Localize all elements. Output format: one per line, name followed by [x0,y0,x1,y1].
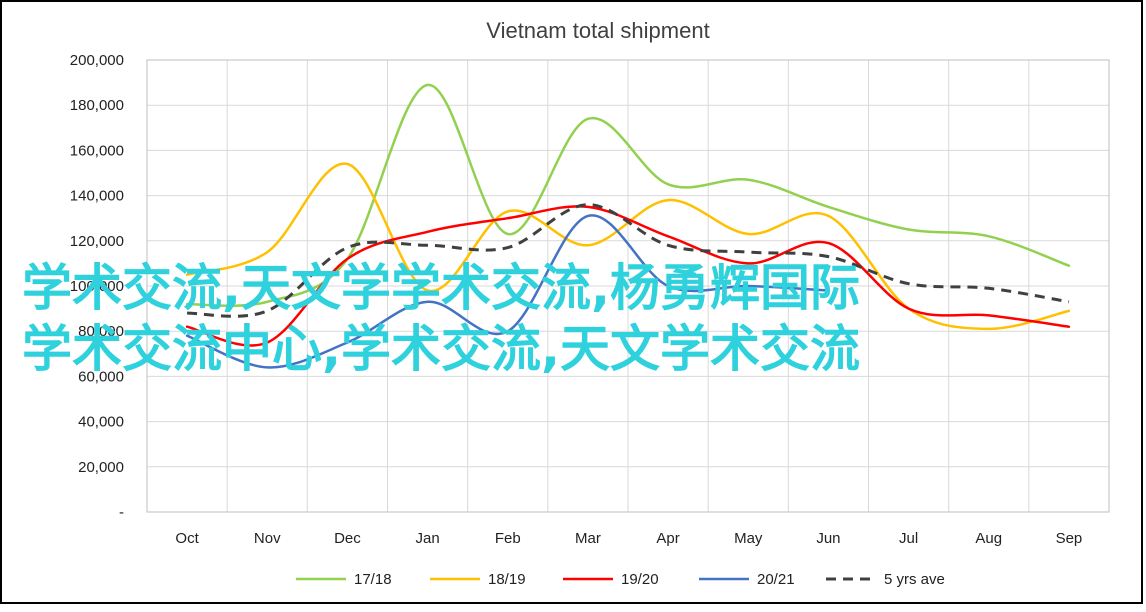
y-tick-label: 40,000 [78,414,124,431]
y-tick-label: 20,000 [78,459,124,476]
y-tick-label: 60,000 [78,368,124,385]
x-tick-label: Jul [899,530,918,547]
series-line-3 [185,214,830,369]
watermark-text-line1: 学术交流,天文学学术交流,杨勇辉国际 [22,259,860,317]
x-tick-label: Jan [415,530,439,547]
x-tick-label: Feb [495,530,521,547]
legend-label-2: 19/20 [621,571,659,588]
x-tick-label: Nov [254,530,281,547]
y-tick-label: 80,000 [78,323,124,340]
x-tick-label: Sep [1056,530,1083,547]
legend-label-0: 17/18 [354,571,392,588]
x-tick-label: May [734,530,763,547]
series-line-2 [185,205,1071,347]
legend-label-3: 20/21 [757,571,795,588]
x-tick-label: Apr [656,530,679,547]
legend-label-4: 5 yrs ave [884,571,945,588]
y-tick-label: 140,000 [70,188,124,205]
watermark-text-line2: 学术交流中心,学术交流,天文学术交流 [22,320,860,378]
x-tick-label: Mar [575,530,601,547]
y-tick-label: - [119,504,124,521]
chart-title: Vietnam total shipment [486,18,709,43]
y-tick-label: 160,000 [70,142,124,159]
x-tick-label: Jun [816,530,840,547]
y-tick-label: 180,000 [70,97,124,114]
x-tick-label: Oct [175,530,199,547]
x-tick-label: Aug [975,530,1002,547]
y-tick-label: 120,000 [70,233,124,250]
x-tick-label: Dec [334,530,361,547]
legend-label-1: 18/19 [488,571,526,588]
y-tick-label: 100,000 [70,278,124,295]
y-tick-label: 200,000 [70,52,124,69]
